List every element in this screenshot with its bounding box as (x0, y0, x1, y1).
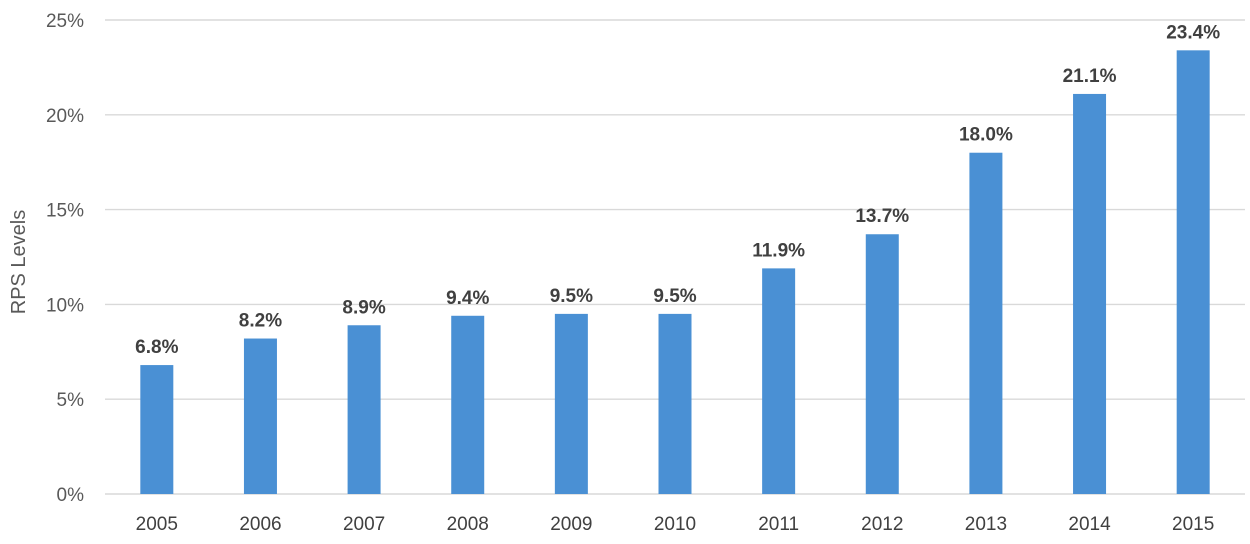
y-tick-label: 20% (46, 106, 84, 127)
x-tick-label: 2005 (136, 514, 178, 535)
x-tick-label: 2011 (758, 514, 799, 535)
bar (243, 338, 277, 494)
data-label: 13.7% (855, 206, 909, 227)
y-tick-label: 15% (46, 201, 84, 222)
y-tick-label: 25% (46, 11, 84, 32)
y-axis-ticks: 0% 5% 10% 15% 20% 25% (46, 11, 84, 506)
x-tick-label: 2012 (861, 514, 903, 535)
y-tick-label: 10% (46, 295, 84, 316)
bar (140, 365, 174, 494)
x-tick-label: 2013 (965, 514, 1007, 535)
data-labels: 6.8% 8.2% 8.9% 9.4% 9.5% 9.5% 11.9% 13.7% 18.0% 2… (135, 22, 1220, 358)
y-tick-label: 5% (57, 390, 85, 411)
x-tick-label: 2008 (447, 514, 489, 535)
data-label: 11.9% (752, 240, 805, 261)
y-axis-label: RPS Levels (8, 210, 30, 315)
data-label: 9.5% (550, 286, 593, 307)
x-tick-label: 2009 (550, 514, 592, 535)
data-label: 9.4% (446, 288, 489, 309)
data-label: 8.2% (239, 311, 282, 332)
gridlines (105, 19, 1245, 495)
data-label: 8.9% (342, 297, 385, 318)
data-label: 18.0% (959, 125, 1013, 146)
y-tick-label: 0% (57, 485, 85, 506)
bars (140, 50, 1210, 495)
bar (1176, 50, 1210, 494)
x-tick-label: 2007 (343, 514, 385, 535)
bar (554, 313, 588, 494)
bar (451, 315, 485, 494)
data-label: 6.8% (135, 337, 178, 358)
bar (347, 325, 381, 494)
bar (658, 313, 692, 494)
x-tick-label: 2014 (1068, 514, 1111, 535)
bar (762, 268, 796, 494)
data-label: 21.1% (1063, 66, 1117, 87)
bar (1073, 93, 1107, 494)
x-axis-ticks: 2005 2006 2007 2008 2009 2010 2011 2012 2013 2014… (136, 514, 1215, 535)
data-label: 9.5% (653, 286, 696, 307)
x-tick-label: 2010 (654, 514, 696, 535)
bar (969, 152, 1003, 494)
data-label: 23.4% (1166, 22, 1220, 43)
x-tick-label: 2006 (239, 514, 281, 535)
x-tick-label: 2015 (1172, 514, 1214, 535)
bar (865, 234, 899, 495)
